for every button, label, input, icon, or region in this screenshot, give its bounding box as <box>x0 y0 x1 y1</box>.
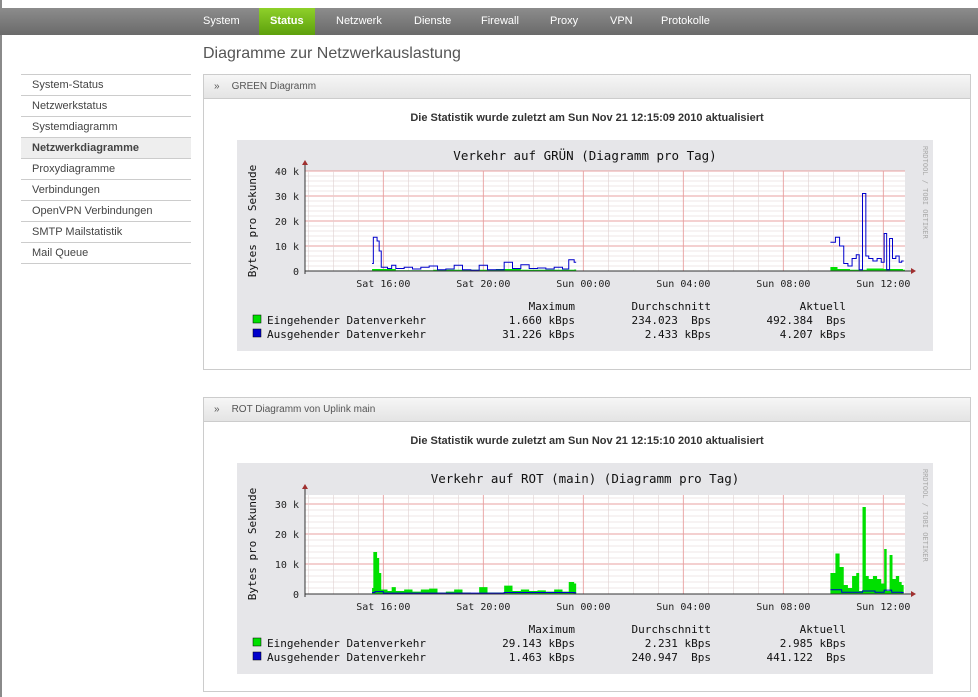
nav-item-vpn[interactable]: VPN <box>610 15 633 27</box>
nav-item-system[interactable]: System <box>203 15 240 27</box>
sidebar-item-openvpn-verbindungen[interactable]: OpenVPN Verbindungen <box>21 201 191 222</box>
x-tick-label: Sat 16:00 <box>356 602 410 613</box>
series-area-0 <box>372 552 577 594</box>
status-text: Die Statistik wurde zuletzt am Sun Nov 2… <box>410 435 764 447</box>
sidebar: System-Status Netzwerkstatus Systemdiagram… <box>21 74 191 264</box>
x-tick-label: Sun 00:00 <box>556 602 610 613</box>
legend-stat-value: 2.231 kBps <box>645 637 711 650</box>
window-border <box>0 0 2 697</box>
main-nav: System Status Netzwerk Dienste Firewall Proxy… <box>0 8 978 35</box>
legend-header: Durchschnitt <box>632 623 711 636</box>
legend-stat-value: 1.463 kBps <box>509 651 575 664</box>
y-tick-label: 40 k <box>275 167 299 178</box>
legend-stat-value: 4.207 kBps <box>780 328 846 341</box>
x-tick-label: Sun 12:00 <box>856 602 910 613</box>
chevron-icon: » <box>214 404 220 415</box>
sidebar-item-system-status[interactable]: System-Status <box>21 75 191 96</box>
panel-green: » GREEN Diagramm Die Statistik wurde zule… <box>203 74 971 370</box>
x-tick-label: Sun 00:00 <box>556 279 610 290</box>
y-tick-label: 0 <box>293 590 299 601</box>
y-tick-label: 20 k <box>275 530 299 541</box>
sidebar-item-netzwerkstatus[interactable]: Netzwerkstatus <box>21 96 191 117</box>
legend-header: Maximum <box>529 300 576 313</box>
legend-header: Aktuell <box>800 300 846 313</box>
sidebar-item-proxydiagramme[interactable]: Proxydiagramme <box>21 159 191 180</box>
legend-swatch-icon <box>252 637 262 647</box>
legend-header: Maximum <box>529 623 576 636</box>
x-tick-label: Sat 20:00 <box>456 279 510 290</box>
nav-item-firewall[interactable]: Firewall <box>481 15 519 27</box>
nav-item-proxy[interactable]: Proxy <box>550 15 579 27</box>
legend-stat-value: 29.143 kBps <box>502 637 575 650</box>
legend-stat-value: 441.122 Bps <box>767 651 846 664</box>
legend-series-name: Eingehender Datenverkehr <box>267 637 426 650</box>
series-line-1 <box>372 591 577 594</box>
page-title: Diagramme zur Netzwerkauslastung <box>203 45 461 62</box>
y-tick-label: 10 k <box>275 560 299 571</box>
legend-swatch-icon <box>252 651 262 661</box>
sidebar-item-systemdiagramm[interactable]: Systemdiagramm <box>21 117 191 138</box>
nav-item-netzwerk[interactable]: Netzwerk <box>336 15 382 27</box>
legend-stat-value: 240.947 Bps <box>632 651 711 664</box>
x-axis-arrow-icon <box>911 591 916 597</box>
y-tick-label: 30 k <box>275 192 299 203</box>
legend-series-name: Eingehender Datenverkehr <box>267 314 426 327</box>
legend-stat-value: 1.660 kBps <box>509 314 575 327</box>
y-tick-label: 30 k <box>275 500 299 511</box>
panel-title: ROT Diagramm von Uplink main <box>231 404 376 415</box>
legend-stat-value: 492.384 Bps <box>767 314 846 327</box>
legend-series-name: Ausgehender Datenverkehr <box>267 651 426 664</box>
series-line-1 <box>372 236 577 271</box>
x-tick-label: Sun 04:00 <box>656 279 710 290</box>
y-tick-label: 20 k <box>275 217 299 228</box>
sidebar-item-netzwerkdiagramme[interactable]: Netzwerkdiagramme <box>21 138 191 159</box>
legend-stat-value: 31.226 kBps <box>502 328 575 341</box>
legend-stat-value: 234.023 Bps <box>632 314 711 327</box>
chart-red-traffic: 0 10 k 20 k 30 k Sat 16:00 Sat 20:00 Sun 00:00… <box>237 463 933 674</box>
chart-green-traffic: 0 10 k 20 k 30 k 40 k Sat 16:00 Sat 20:00 Sun 0… <box>237 140 933 351</box>
plot-area <box>305 495 905 594</box>
y-tick-label: 10 k <box>275 242 299 253</box>
legend-header: Durchschnitt <box>632 300 711 313</box>
chevron-icon: » <box>214 81 220 92</box>
series-line-1 <box>830 193 904 271</box>
nav-item-dienste[interactable]: Dienste <box>414 15 452 27</box>
sidebar-item-smtp-mailstatistik[interactable]: SMTP Mailstatistik <box>21 222 191 243</box>
chart-title: Verkehr auf ROT (main) (Diagramm pro Tag… <box>431 471 740 486</box>
x-tick-label: Sat 16:00 <box>356 279 410 290</box>
sidebar-item-verbindungen[interactable]: Verbindungen <box>21 180 191 201</box>
rrdtool-watermark: RRDTOOL / TOBI OETIKER <box>921 469 929 563</box>
legend-swatch-icon <box>252 314 262 324</box>
nav-item-protokolle[interactable]: Protokolle <box>661 15 710 27</box>
legend-series-name: Ausgehender Datenverkehr <box>267 328 426 341</box>
legend-stat-value: 2.433 kBps <box>645 328 711 341</box>
x-axis-arrow-icon <box>911 268 916 274</box>
panel-title: GREEN Diagramm <box>231 81 317 92</box>
panel-header[interactable]: » ROT Diagramm von Uplink main <box>204 398 970 422</box>
series-line-1 <box>830 589 904 593</box>
sidebar-item-mail-queue[interactable]: Mail Queue <box>21 243 191 264</box>
rrdtool-watermark: RRDTOOL / TOBI OETIKER <box>921 146 929 240</box>
y-axis-label: Bytes pro Sekunde <box>246 165 259 278</box>
x-tick-label: Sun 04:00 <box>656 602 710 613</box>
series-area-0 <box>830 507 904 594</box>
status-text: Die Statistik wurde zuletzt am Sun Nov 2… <box>410 112 764 124</box>
x-tick-label: Sun 08:00 <box>756 279 810 290</box>
x-tick-label: Sun 12:00 <box>856 279 910 290</box>
panel-header[interactable]: » GREEN Diagramm <box>204 75 970 99</box>
y-axis-arrow-icon <box>302 484 308 489</box>
panel-red: » ROT Diagramm von Uplink main Die Statis… <box>203 397 971 692</box>
legend-swatch-icon <box>252 328 262 338</box>
y-tick-label: 0 <box>293 267 299 278</box>
y-axis-label: Bytes pro Sekunde <box>246 488 259 601</box>
x-tick-label: Sun 08:00 <box>756 602 810 613</box>
x-tick-label: Sat 20:00 <box>456 602 510 613</box>
legend-header: Aktuell <box>800 623 846 636</box>
y-axis-arrow-icon <box>302 160 308 165</box>
chart-title: Verkehr auf GRÜN (Diagramm pro Tag) <box>453 147 716 163</box>
legend-stat-value: 2.985 kBps <box>780 637 846 650</box>
nav-item-status[interactable]: Status <box>259 8 315 35</box>
